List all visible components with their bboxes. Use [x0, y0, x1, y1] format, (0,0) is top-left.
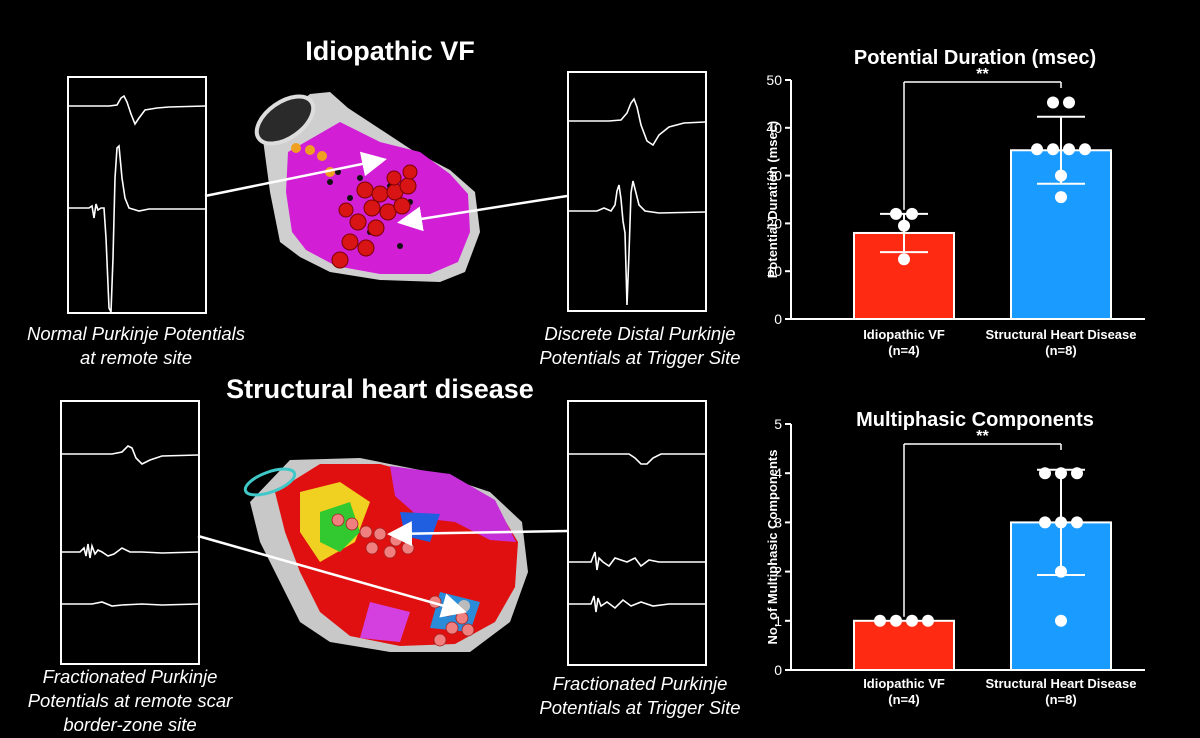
y-tick-label: 0: [774, 662, 782, 678]
data-point: [1063, 96, 1075, 109]
data-point: [1047, 143, 1059, 156]
data-point: [1055, 169, 1067, 182]
category-label: Structural Heart Disease: [985, 327, 1136, 342]
data-point: [890, 207, 902, 220]
y-tick-label: 2: [774, 564, 782, 580]
arrow-bottom-right: [387, 521, 568, 547]
caption-normal-purkinje: Normal Purkinje Potentials at remote sit…: [27, 323, 245, 368]
data-point: [890, 614, 902, 627]
data-point: [1079, 143, 1091, 156]
data-point: [922, 614, 934, 627]
y-axis-label: Potential Duration (msec): [765, 121, 780, 278]
y-tick-label: 4: [774, 465, 782, 481]
y-axis-label: No. of Multiphasic Components: [765, 450, 780, 645]
chart-title: Multiphasic Components: [856, 409, 1094, 431]
y-tick-label: 20: [766, 215, 782, 231]
data-point: [1071, 516, 1083, 529]
multiphasic-components-chart: Multiphasic Components No. of Multiphasic…: [765, 409, 1145, 707]
caption-fractionated-trigger: Fractionated Purkinje Potentials at Trig…: [539, 673, 741, 718]
data-point: [898, 219, 910, 232]
chart-title: Potential Duration (msec): [854, 47, 1096, 69]
category-n-label: (n=4): [888, 343, 919, 358]
y-tick-label: 10: [766, 263, 782, 279]
category-label: Idiopathic VF: [863, 676, 945, 691]
category-n-label: (n=8): [1045, 692, 1076, 707]
y-tick-label: 5: [774, 416, 782, 432]
arrow-top-right: [397, 194, 568, 232]
data-point: [1047, 96, 1059, 109]
data-point: [1055, 516, 1067, 529]
potential-duration-chart: Potential Duration (msec) Potential Durat…: [765, 47, 1145, 358]
ecg-discrete-distal-trace: [569, 97, 705, 306]
arrow-bottom-left: [197, 534, 467, 618]
y-tick-label: 40: [766, 120, 782, 136]
data-point: [1055, 467, 1067, 480]
ecg-fractionated-trigger-box: [567, 400, 707, 666]
category-label: Idiopathic VF: [863, 327, 945, 342]
idiopathic-vf-title: Idiopathic VF: [305, 36, 475, 66]
data-point: [1071, 467, 1083, 480]
caption-discrete-distal-purkinje: Discrete Distal Purkinje Potentials at T…: [539, 323, 741, 368]
ecg-fractionated-trigger-trace: [569, 453, 705, 613]
data-point: [906, 614, 918, 627]
bar: [853, 619, 955, 672]
y-tick-label: 50: [766, 72, 782, 88]
category-n-label: (n=4): [888, 692, 919, 707]
data-point: [1063, 143, 1075, 156]
ecg-normal-purkinje-trace: [69, 94, 205, 312]
y-tick-label: 30: [766, 168, 782, 184]
data-point: [898, 253, 910, 266]
data-point: [1055, 191, 1067, 204]
arrow-top-left: [204, 151, 387, 198]
data-point: [1039, 516, 1051, 529]
data-point: [1031, 143, 1043, 156]
ecg-normal-purkinje-box: [67, 76, 207, 314]
ecg-fractionated-remote-trace: [62, 445, 198, 607]
ecg-discrete-distal-box: [567, 71, 707, 312]
category-label: Structural Heart Disease: [985, 676, 1136, 691]
data-point: [1055, 614, 1067, 627]
caption-fractionated-remote: Fractionated Purkinje Potentials at remo…: [27, 666, 233, 735]
category-n-label: (n=8): [1045, 343, 1076, 358]
significance-label: **: [976, 428, 989, 445]
y-tick-label: 1: [774, 613, 782, 629]
y-tick-label: 0: [774, 311, 782, 327]
y-tick-label: 3: [774, 514, 782, 530]
data-point: [874, 614, 886, 627]
ecg-fractionated-remote-box: [60, 400, 200, 665]
data-point: [1055, 565, 1067, 578]
structural-heart-disease-title: Structural heart disease: [226, 374, 534, 404]
idiopathic-vf-3d-map: [254, 92, 480, 282]
data-point: [1039, 467, 1051, 480]
data-point: [906, 207, 918, 220]
significance-label: **: [976, 66, 989, 83]
